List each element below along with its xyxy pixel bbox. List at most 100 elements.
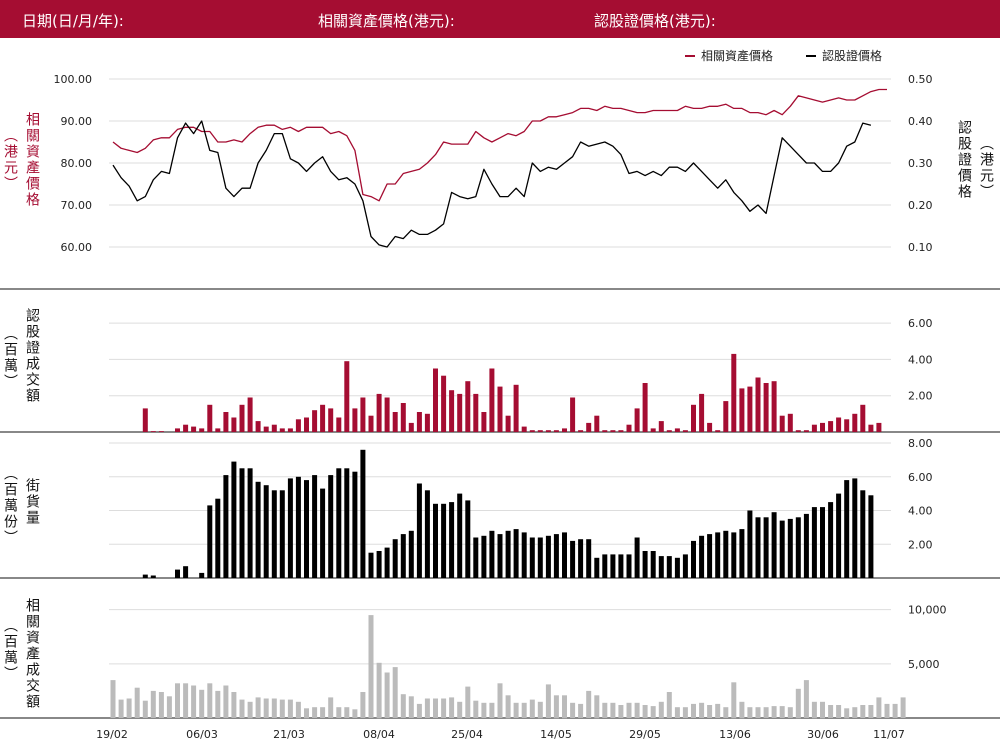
- street-qty-bar: [336, 468, 342, 578]
- right-y-tick-label: 0.30: [908, 157, 933, 170]
- asset-turnover-bar: [852, 707, 858, 718]
- warrant-turnover-bar: [739, 388, 745, 432]
- asset-turnover-tick-label: 10,000: [908, 604, 947, 617]
- street-qty-bar: [384, 547, 390, 578]
- street-qty-bar: [682, 554, 688, 578]
- street-qty-bar: [239, 468, 245, 578]
- street-qty-bar: [207, 505, 213, 578]
- date-label: 日期(日/月/年):: [22, 12, 124, 30]
- street-qty-bar: [755, 517, 761, 579]
- asset-price-axis-label: 相關資產價格: [24, 112, 40, 208]
- asset-turnover-bar: [271, 698, 277, 718]
- asset-turnover-bar: [175, 683, 180, 718]
- street-qty-tick-label: 6.00: [908, 471, 933, 484]
- street-qty-bar: [457, 493, 463, 578]
- warrant-turnover-bar: [344, 361, 350, 432]
- asset-turnover-bar: [336, 707, 342, 718]
- warrant-turnover-bar: [553, 430, 559, 432]
- street-qty-bar: [481, 535, 487, 578]
- asset-turnover-bar: [376, 662, 382, 719]
- warrant-turnover-bar: [562, 428, 567, 432]
- street-qty-bar: [320, 488, 326, 578]
- asset-turnover-bar: [884, 703, 890, 718]
- warrant-turnover-bar: [191, 426, 197, 432]
- asset-turnover-bar: [642, 705, 648, 718]
- asset-turnover-bar: [626, 702, 632, 718]
- asset-turnover-bar: [400, 694, 406, 718]
- warrant-turnover-bar: [868, 424, 874, 432]
- asset-turnover-axis-label: 相關資產成交額: [24, 598, 40, 710]
- asset-turnover-bar: [320, 707, 326, 718]
- asset-turnover-bar: [779, 706, 785, 718]
- asset-turnover-bar: [570, 702, 576, 718]
- street-qty-bar: [183, 566, 189, 578]
- street-qty-bar: [529, 537, 535, 578]
- right-y-tick-label: 0.40: [908, 115, 933, 128]
- asset-turnover-bar: [328, 697, 334, 718]
- x-tick-label: 08/04: [363, 728, 395, 741]
- street-qty-bar: [416, 483, 422, 578]
- asset-turnover-bar: [739, 701, 745, 719]
- warrant-turnover-bar: [449, 390, 455, 432]
- street-qty-bar: [658, 556, 664, 578]
- x-tick-label: 30/06: [807, 728, 839, 741]
- asset-turnover-bar: [795, 688, 801, 719]
- warrant-turnover-bar: [715, 430, 721, 432]
- warrant-turnover-bar: [521, 426, 527, 432]
- warrant-turnover-bar: [747, 386, 753, 432]
- street-qty-bar: [449, 502, 455, 578]
- warrant-turnover-bar: [142, 408, 148, 432]
- asset-turnover-bar: [602, 702, 608, 718]
- street-qty-bar: [828, 502, 834, 578]
- warrant-turnover-tick-label: 4.00: [908, 353, 933, 366]
- asset-turnover-bar: [771, 706, 777, 718]
- warrant-turnover-bar: [312, 410, 318, 432]
- asset-turnover-bar: [489, 702, 495, 718]
- warrant-turnover-bar: [239, 404, 245, 432]
- asset-turnover-bar: [553, 695, 559, 719]
- warrant-turnover-bar: [836, 417, 842, 432]
- warrant-turnover-bar: [513, 384, 519, 432]
- street-qty-bar: [521, 532, 527, 578]
- street-qty-bar: [707, 534, 713, 578]
- asset-turnover-bar: [707, 705, 713, 718]
- bars: [110, 353, 906, 719]
- warrant-turnover-tick-label: 2.00: [908, 390, 933, 403]
- header-bar: 日期(日/月/年): 相關資產價格(港元): 認股證價格(港元):: [0, 0, 1000, 38]
- street-qty-bar: [723, 530, 729, 579]
- street-qty-bar: [618, 554, 624, 578]
- asset-turnover-bar: [900, 697, 906, 718]
- asset-turnover-bar: [811, 701, 817, 719]
- asset-turnover-bar: [723, 707, 729, 718]
- warrant-turnover-bar: [811, 424, 817, 432]
- warrant-turnover-bar: [610, 430, 616, 432]
- asset-turnover-bar: [634, 702, 640, 718]
- street-qty-bar: [771, 512, 777, 578]
- asset-turnover-bar: [158, 692, 164, 718]
- street-qty-bar: [328, 475, 334, 578]
- street-qty-bar: [247, 468, 253, 578]
- street-qty-bar: [610, 554, 616, 578]
- asset-turnover-bar: [231, 692, 237, 718]
- asset-turnover-bar: [674, 707, 680, 718]
- warrant-turnover-bar: [771, 381, 777, 432]
- street-qty-bar: [562, 532, 567, 578]
- asset-turnover-bar: [142, 700, 148, 718]
- warrant-turnover-bar: [150, 431, 156, 432]
- warrant-turnover-bar: [634, 408, 640, 432]
- street-qty-bar: [731, 532, 737, 578]
- asset-turnover-bar: [126, 698, 132, 718]
- warrant-turnover-bar: [489, 368, 495, 432]
- warrant-turnover-bar: [586, 422, 592, 432]
- x-tick-label: 21/03: [273, 728, 305, 741]
- warrant-turnover-bar: [803, 430, 809, 432]
- asset-turnover-bar: [473, 700, 479, 718]
- street-qty-bar: [820, 507, 825, 578]
- street-qty-bar: [674, 557, 680, 579]
- street-qty-tick-label: 8.00: [908, 437, 933, 450]
- warrant-turnover-bar: [820, 422, 825, 432]
- street-qty-bar: [424, 490, 430, 579]
- x-tick-label: 13/06: [719, 728, 751, 741]
- asset-turnover-bar: [344, 707, 350, 718]
- warrant-turnover-bar: [360, 397, 366, 432]
